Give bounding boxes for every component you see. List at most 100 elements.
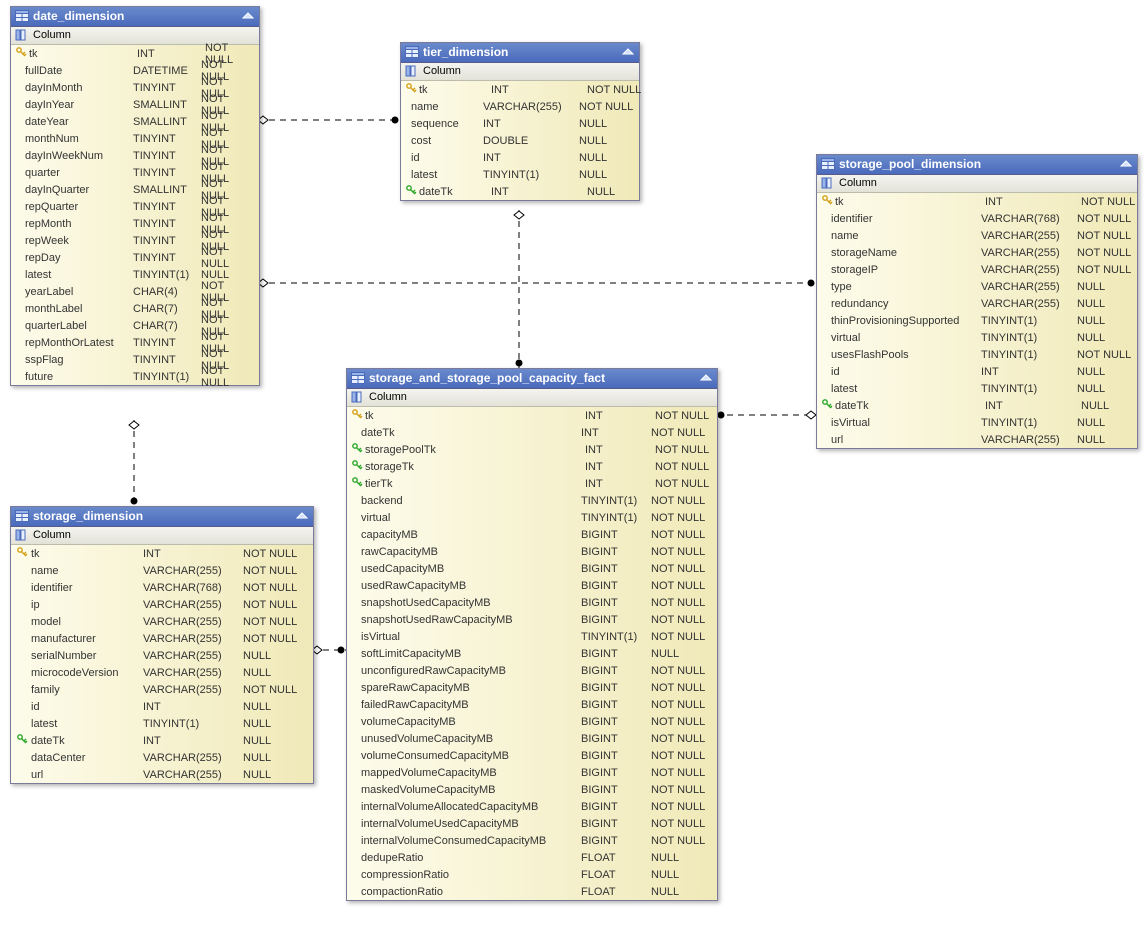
column-row[interactable]: thinProvisioningSupportedTINYINT(1)NULL xyxy=(817,312,1137,329)
table-title-bar[interactable]: storage_and_storage_pool_capacity_fact xyxy=(347,369,717,389)
column-row[interactable]: usedRawCapacityMBBIGINTNOT NULL xyxy=(347,577,717,594)
collapse-icon[interactable] xyxy=(1119,159,1133,169)
column-row[interactable]: isVirtualTINYINT(1)NOT NULL xyxy=(347,628,717,645)
column-row[interactable]: nameVARCHAR(255)NOT NULL xyxy=(817,227,1137,244)
column-name: monthLabel xyxy=(23,303,133,315)
column-row[interactable]: latestTINYINT(1)NULL xyxy=(401,166,639,183)
column-row[interactable]: failedRawCapacityMBBIGINTNOT NULL xyxy=(347,696,717,713)
column-name: dateTk xyxy=(359,427,581,439)
column-row[interactable]: ipVARCHAR(255)NOT NULL xyxy=(11,596,313,613)
column-row[interactable]: microcodeVersionVARCHAR(255)NULL xyxy=(11,664,313,681)
column-name: volumeConsumedCapacityMB xyxy=(359,750,581,762)
column-type: BIGINT xyxy=(581,665,651,677)
column-row[interactable]: usedCapacityMBBIGINTNOT NULL xyxy=(347,560,717,577)
column-row[interactable]: typeVARCHAR(255)NULL xyxy=(817,278,1137,295)
primary-key-icon xyxy=(405,82,417,97)
table-date_dimension[interactable]: date_dimensionColumntkINTNOT NULLfullDat… xyxy=(10,6,260,386)
column-row[interactable]: idINTNULL xyxy=(401,149,639,166)
column-header-label: Column xyxy=(369,391,407,403)
column-row[interactable]: dateTkINTNOT NULL xyxy=(347,424,717,441)
column-row[interactable]: isVirtualTINYINT(1)NULL xyxy=(817,414,1137,431)
column-row[interactable]: internalVolumeConsumedCapacityMBBIGINTNO… xyxy=(347,832,717,849)
column-row[interactable]: dateTkINTNULL xyxy=(401,183,639,200)
column-type: INT xyxy=(585,478,655,490)
column-nullability: NOT NULL xyxy=(651,733,713,745)
column-row[interactable]: nameVARCHAR(255)NOT NULL xyxy=(401,98,639,115)
column-row[interactable]: spareRawCapacityMBBIGINTNOT NULL xyxy=(347,679,717,696)
column-row[interactable]: sequenceINTNULL xyxy=(401,115,639,132)
column-row[interactable]: tkINTNOT NULL xyxy=(817,193,1137,210)
collapse-icon[interactable] xyxy=(699,373,713,383)
column-row[interactable]: backendTINYINT(1)NOT NULL xyxy=(347,492,717,509)
column-row[interactable]: storagePoolTkINTNOT NULL xyxy=(347,441,717,458)
column-row[interactable]: identifierVARCHAR(768)NOT NULL xyxy=(11,579,313,596)
column-row[interactable]: repDayTINYINTNOT NULL xyxy=(11,249,259,266)
column-row[interactable]: dedupeRatioFLOATNULL xyxy=(347,849,717,866)
column-row[interactable]: virtualTINYINT(1)NOT NULL xyxy=(347,509,717,526)
collapse-icon[interactable] xyxy=(621,47,635,57)
column-row[interactable]: tkINTNOT NULL xyxy=(401,81,639,98)
column-row[interactable]: maskedVolumeCapacityMBBIGINTNOT NULL xyxy=(347,781,717,798)
column-row[interactable]: dataCenterVARCHAR(255)NULL xyxy=(11,749,313,766)
column-row[interactable]: dateTkINTNULL xyxy=(11,732,313,749)
column-name: usesFlashPools xyxy=(829,349,981,361)
column-row[interactable]: latestTINYINT(1)NULL xyxy=(817,380,1137,397)
column-row[interactable]: snapshotUsedRawCapacityMBBIGINTNOT NULL xyxy=(347,611,717,628)
table-title-bar[interactable]: date_dimension xyxy=(11,7,259,27)
column-row[interactable]: softLimitCapacityMBBIGINTNULL xyxy=(347,645,717,662)
column-row[interactable]: nameVARCHAR(255)NOT NULL xyxy=(11,562,313,579)
column-row[interactable]: internalVolumeUsedCapacityMBBIGINTNOT NU… xyxy=(347,815,717,832)
column-row[interactable]: unusedVolumeCapacityMBBIGINTNOT NULL xyxy=(347,730,717,747)
column-name: id xyxy=(409,152,483,164)
table-storage_pool_dimension[interactable]: storage_pool_dimensionColumntkINTNOT NUL… xyxy=(816,154,1138,449)
column-type: BIGINT xyxy=(581,580,651,592)
table-storage_dimension[interactable]: storage_dimensionColumntkINTNOT NULLname… xyxy=(10,506,314,784)
column-row[interactable]: manufacturerVARCHAR(255)NOT NULL xyxy=(11,630,313,647)
column-type: SMALLINT xyxy=(133,99,201,111)
column-row[interactable]: dateTkINTNULL xyxy=(817,397,1137,414)
column-row[interactable]: tkINTNOT NULL xyxy=(11,545,313,562)
column-row[interactable]: rawCapacityMBBIGINTNOT NULL xyxy=(347,543,717,560)
column-row[interactable]: idINTNULL xyxy=(817,363,1137,380)
table-title-bar[interactable]: storage_dimension xyxy=(11,507,313,527)
column-row[interactable]: compactionRatioFLOATNULL xyxy=(347,883,717,900)
column-row[interactable]: storageNameVARCHAR(255)NOT NULL xyxy=(817,244,1137,261)
primary-key-icon xyxy=(821,194,833,209)
column-row[interactable]: redundancyVARCHAR(255)NULL xyxy=(817,295,1137,312)
column-name: manufacturer xyxy=(29,633,143,645)
column-row[interactable]: modelVARCHAR(255)NOT NULL xyxy=(11,613,313,630)
column-row[interactable]: tkINTNOT NULL xyxy=(347,407,717,424)
column-row[interactable]: idINTNULL xyxy=(11,698,313,715)
collapse-icon[interactable] xyxy=(295,511,309,521)
table-tier_dimension[interactable]: tier_dimensionColumntkINTNOT NULLnameVAR… xyxy=(400,42,640,201)
column-row[interactable]: urlVARCHAR(255)NULL xyxy=(11,766,313,783)
table-title-bar[interactable]: tier_dimension xyxy=(401,43,639,63)
column-name: tk xyxy=(833,196,985,208)
collapse-icon[interactable] xyxy=(241,11,255,21)
column-row[interactable]: mappedVolumeCapacityMBBIGINTNOT NULL xyxy=(347,764,717,781)
column-type: TINYINT xyxy=(133,133,201,145)
column-row[interactable]: latestTINYINT(1)NULL xyxy=(11,715,313,732)
column-row[interactable]: serialNumberVARCHAR(255)NULL xyxy=(11,647,313,664)
column-row[interactable]: usesFlashPoolsTINYINT(1)NOT NULL xyxy=(817,346,1137,363)
column-row[interactable]: virtualTINYINT(1)NULL xyxy=(817,329,1137,346)
column-row[interactable]: urlVARCHAR(255)NULL xyxy=(817,431,1137,448)
column-row[interactable]: familyVARCHAR(255)NOT NULL xyxy=(11,681,313,698)
column-row[interactable]: costDOUBLENULL xyxy=(401,132,639,149)
column-row[interactable]: tierTkINTNOT NULL xyxy=(347,475,717,492)
table-title: storage_dimension xyxy=(33,509,143,523)
column-row[interactable]: identifierVARCHAR(768)NOT NULL xyxy=(817,210,1137,227)
column-row[interactable]: futureTINYINT(1)NOT NULL xyxy=(11,368,259,385)
column-row[interactable]: storageTkINTNOT NULL xyxy=(347,458,717,475)
column-row[interactable]: capacityMBBIGINTNOT NULL xyxy=(347,526,717,543)
column-row[interactable]: internalVolumeAllocatedCapacityMBBIGINTN… xyxy=(347,798,717,815)
table-title-bar[interactable]: storage_pool_dimension xyxy=(817,155,1137,175)
column-row[interactable]: storageIPVARCHAR(255)NOT NULL xyxy=(817,261,1137,278)
column-row[interactable]: compressionRatioFLOATNULL xyxy=(347,866,717,883)
table-storage_and_storage_pool_capacity_fact[interactable]: storage_and_storage_pool_capacity_fact Co… xyxy=(346,368,718,901)
column-row[interactable]: volumeConsumedCapacityMBBIGINTNOT NULL xyxy=(347,747,717,764)
column-row[interactable]: volumeCapacityMBBIGINTNOT NULL xyxy=(347,713,717,730)
column-row[interactable]: unconfiguredRawCapacityMBBIGINTNOT NULL xyxy=(347,662,717,679)
column-name: tk xyxy=(417,84,491,96)
column-row[interactable]: snapshotUsedCapacityMBBIGINTNOT NULL xyxy=(347,594,717,611)
